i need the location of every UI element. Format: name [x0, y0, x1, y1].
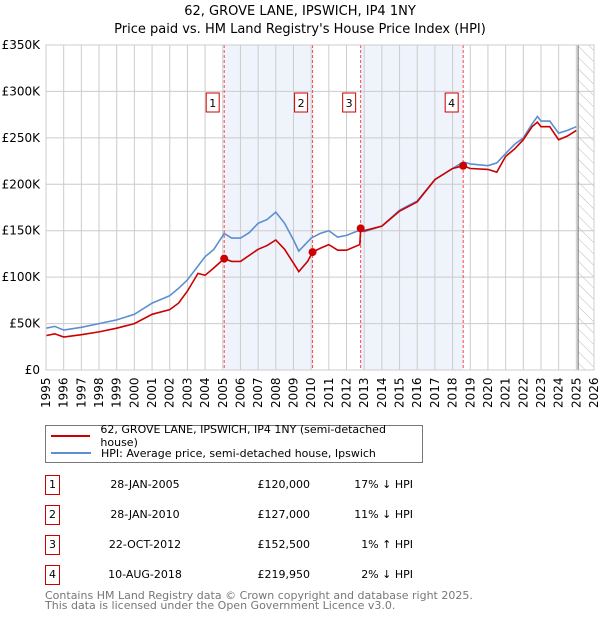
transaction-hpi-diff: 17% ↓ HPI: [354, 478, 413, 491]
transaction-price: £152,500: [257, 538, 311, 551]
legend-item-property: 62, GROVE LANE, IPSWICH, IP4 1NY (semi-d…: [51, 423, 422, 449]
footer-line: This data is licensed under the Open Gov…: [45, 599, 396, 612]
chart-subtitle: Price paid vs. HM Land Registry's House …: [114, 22, 486, 37]
x-tick-label: 2018: [446, 377, 460, 408]
x-tick-label: 1999: [110, 377, 124, 408]
sale-label: 3: [346, 97, 353, 110]
transaction-row: 4 10-AUG-2018 £219,950 2% ↓ HPI: [45, 565, 445, 585]
x-tick-label: 1996: [57, 377, 71, 408]
x-tick-label: 2003: [180, 377, 194, 408]
legend: 62, GROVE LANE, IPSWICH, IP4 1NY (semi-d…: [45, 423, 423, 463]
transaction-badge: 3: [45, 535, 60, 555]
transaction-badge: 2: [45, 505, 60, 525]
transaction-row: 1 28-JAN-2005 £120,000 17% ↓ HPI: [45, 475, 445, 495]
x-tick-label: 2001: [145, 377, 159, 408]
transaction-date: 28-JAN-2005: [110, 478, 180, 491]
y-tick-label: £350K: [2, 38, 42, 52]
x-tick-label: 2023: [534, 377, 548, 408]
x-tick-label: 1997: [74, 377, 88, 408]
sale-label: 2: [298, 97, 305, 110]
plot-frame: [45, 44, 595, 371]
x-tick-label: 2020: [481, 377, 495, 408]
legend-line-red: [51, 435, 91, 437]
footer: Contains HM Land Registry data © Crown c…: [45, 589, 473, 612]
transaction-price: £127,000: [257, 508, 311, 521]
y-tick-label: £100K: [2, 270, 42, 284]
transaction-hpi-diff: 2% ↓ HPI: [361, 568, 413, 581]
sale-point: [220, 254, 229, 263]
x-tick-label: 2007: [251, 377, 265, 408]
transaction-hpi-diff: 11% ↓ HPI: [354, 508, 413, 521]
transaction-price: £219,950: [257, 568, 311, 581]
x-tick-label: 1998: [92, 377, 106, 408]
transaction-row: 2 28-JAN-2010 £127,000 11% ↓ HPI: [45, 505, 445, 525]
transaction-row: 3 22-OCT-2012 £152,500 1% ↑ HPI: [45, 535, 445, 555]
x-tick-label: 1995: [39, 377, 53, 408]
sale-label-box: [444, 92, 459, 113]
y-tick-label: £150K: [2, 224, 42, 238]
transaction-date: 22-OCT-2012: [108, 538, 182, 551]
footer-line: Contains HM Land Registry data © Crown c…: [45, 589, 473, 602]
x-tick-label: 2011: [322, 377, 336, 408]
x-tick-label: 2015: [393, 377, 407, 408]
x-tick-label: 2019: [463, 377, 477, 408]
x-tick-label: 2025: [569, 377, 583, 408]
x-tick-label: 2000: [127, 377, 141, 408]
x-tick-label: 2016: [410, 377, 424, 408]
legend-label: HPI: Average price, semi-detached house,…: [101, 446, 376, 460]
property-price-line: [45, 120, 577, 338]
sale-point: [308, 248, 317, 257]
x-tick-label: 2005: [216, 377, 230, 408]
y-tick-label: £250K: [2, 131, 42, 145]
x-tick-label: 2004: [198, 377, 212, 408]
sale-point: [356, 224, 365, 233]
transaction-date: 10-AUG-2018: [108, 568, 182, 581]
x-tick-label: 2026: [587, 377, 600, 408]
x-tick-label: 2008: [269, 377, 283, 408]
y-tick-label: £0: [25, 363, 40, 377]
x-tick-label: 2024: [552, 377, 566, 408]
y-tick-label: £300K: [2, 84, 42, 98]
x-tick-label: 2022: [516, 377, 530, 408]
legend-item-hpi: HPI: Average price, semi-detached house,…: [51, 445, 376, 461]
sale-label: 1: [209, 97, 216, 110]
x-tick-label: 2017: [428, 377, 442, 408]
x-tick-label: 2014: [375, 377, 389, 408]
transaction-date: 28-JAN-2010: [110, 508, 180, 521]
transaction-price: £120,000: [257, 478, 311, 491]
sale-point: [459, 161, 468, 170]
x-tick-label: 2013: [357, 377, 371, 408]
transaction-badge: 4: [45, 565, 60, 585]
x-tick-label: 2002: [163, 377, 177, 408]
y-tick-label: £50K: [9, 317, 41, 331]
hpi-line: [45, 115, 577, 331]
y-tick-label: £200K: [2, 177, 42, 191]
x-tick-label: 2021: [499, 377, 513, 408]
sale-label: 4: [448, 97, 455, 110]
forecast-hatch: [578, 45, 594, 370]
legend-label: 62, GROVE LANE, IPSWICH, IP4 1NY (semi-d…: [100, 423, 386, 449]
x-tick-label: 2006: [233, 377, 247, 408]
x-tick-label: 2012: [340, 377, 354, 408]
sale-label-box: [294, 92, 309, 113]
x-tick-label: 2010: [304, 377, 318, 408]
transaction-badge: 1: [45, 475, 60, 495]
price-chart: 1995 1996 1997 1998 1999 2000 2001 2002 2003 2004…: [2, 38, 600, 408]
transaction-hpi-diff: 1% ↑ HPI: [361, 538, 413, 551]
sale-label-box: [342, 92, 357, 113]
x-tick-label: 2009: [286, 377, 300, 408]
sale-label-box: [205, 92, 220, 113]
chart-title: 62, GROVE LANE, IPSWICH, IP4 1NY: [184, 4, 416, 19]
legend-line-blue: [51, 452, 91, 454]
